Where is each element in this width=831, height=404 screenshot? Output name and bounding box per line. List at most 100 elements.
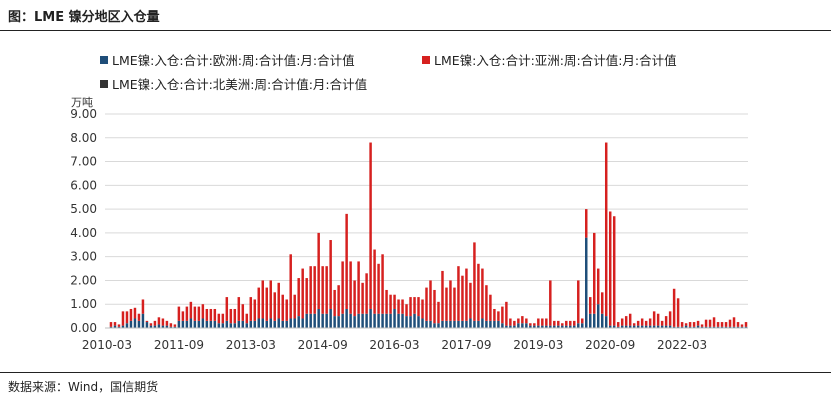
bar-segment	[501, 323, 504, 328]
bar-segment	[241, 304, 245, 321]
bar-segment	[369, 308, 372, 328]
bar-segment	[537, 325, 540, 328]
bar-segment	[672, 326, 676, 328]
bar-segment	[632, 325, 636, 328]
bar-segment	[165, 320, 169, 326]
y-tick-label: 5.00	[70, 202, 97, 216]
bar-segment	[381, 313, 384, 328]
bar-segment	[361, 313, 364, 328]
bar-segment	[257, 287, 260, 319]
bar-segment	[616, 326, 620, 328]
bar-segment	[321, 313, 324, 328]
bar-segment	[181, 311, 185, 321]
figure-title: 图：LME 镍分地区入仓量	[8, 10, 160, 25]
y-tick-label: 8.00	[70, 131, 97, 145]
bar-segment	[720, 322, 724, 327]
bar-segment	[173, 324, 177, 327]
bar-segment	[569, 325, 572, 328]
bar-segment	[517, 318, 520, 324]
bar-segment	[465, 268, 468, 321]
bar-segment	[600, 313, 604, 328]
bar-segment	[209, 320, 213, 328]
bar-segment	[716, 322, 720, 327]
bar-segment	[680, 326, 684, 328]
bar-segment	[333, 289, 336, 317]
bar-segment	[109, 322, 113, 327]
bar-segment	[565, 320, 568, 326]
bar-segment	[301, 318, 304, 328]
bar-segment	[561, 325, 564, 328]
bar-segment	[253, 299, 257, 321]
bar-segment	[604, 142, 608, 317]
bar-segment	[305, 278, 308, 314]
bar-segment	[676, 326, 680, 328]
bar-segment	[265, 287, 268, 321]
bar-segment	[632, 323, 636, 326]
bar-segment	[145, 320, 149, 323]
bar-segment	[700, 324, 704, 327]
bar-segment	[289, 318, 292, 328]
bar-segment	[197, 320, 201, 328]
bar-segment	[585, 237, 588, 328]
bar-segment	[449, 320, 452, 328]
bar-segment	[596, 304, 600, 328]
bar-segment	[489, 320, 492, 328]
bar-segment	[237, 320, 241, 328]
bar-segment	[389, 313, 392, 328]
bar-segment	[281, 294, 284, 321]
bar-segment	[373, 249, 376, 314]
bar-segment	[696, 325, 700, 328]
bar-segment	[728, 319, 732, 327]
bar-segment	[293, 318, 296, 328]
bar-segment	[337, 285, 340, 317]
bar-segment	[581, 323, 584, 328]
bar-segment	[517, 323, 520, 328]
bar-segment	[485, 285, 488, 321]
bar-segment	[628, 325, 632, 328]
bar-segment	[608, 211, 612, 326]
x-tick-label: 2010-03	[82, 338, 132, 352]
bar-segment	[213, 320, 217, 328]
bar-segment	[513, 325, 516, 328]
legend-label-asia: LME镍:入仓:合计:亚洲:周:合计值:月:合计值	[434, 53, 677, 68]
bar-segment	[149, 325, 153, 328]
bar-segment	[489, 294, 492, 321]
bar-segment	[441, 320, 444, 328]
bar-segment	[529, 325, 532, 328]
bar-segment	[604, 316, 608, 328]
bar-segment	[297, 278, 300, 317]
bar-segment	[720, 326, 724, 328]
bar-segment	[509, 318, 512, 326]
bar-segment	[457, 266, 460, 321]
source-note: 数据来源：Wind，国信期货	[8, 380, 159, 394]
bar-segment	[449, 280, 452, 321]
bar-segment	[708, 326, 712, 328]
x-tick-label: 2016-03	[369, 338, 419, 352]
bar-segment	[545, 318, 548, 326]
bar-segment	[660, 320, 664, 326]
bar-segment	[485, 320, 488, 328]
bar-segment	[417, 297, 420, 317]
bar-segment	[189, 301, 193, 319]
bar-segment	[628, 313, 632, 326]
legend-item-asia: LME镍:入仓:合计:亚洲:周:合计值:月:合计值	[422, 50, 677, 69]
bar-segment	[437, 323, 440, 328]
bar-segment	[469, 282, 472, 319]
bar-segment	[608, 325, 612, 328]
bar-segment	[121, 311, 125, 326]
bar-segment	[533, 323, 536, 326]
bar-segment	[157, 324, 161, 328]
bar-segment	[141, 313, 145, 328]
bar-segment	[736, 326, 740, 328]
bar-segment	[409, 297, 412, 317]
bar-segment	[593, 232, 596, 314]
bar-segment	[744, 322, 748, 327]
bar-segment	[640, 318, 644, 326]
bar-segment	[553, 320, 556, 326]
bar-segment	[109, 326, 113, 328]
bar-segment	[357, 313, 360, 328]
bottom-rule	[0, 372, 831, 373]
bar-segment	[353, 280, 356, 317]
bar-segment	[313, 266, 316, 314]
bar-segment	[373, 313, 376, 328]
